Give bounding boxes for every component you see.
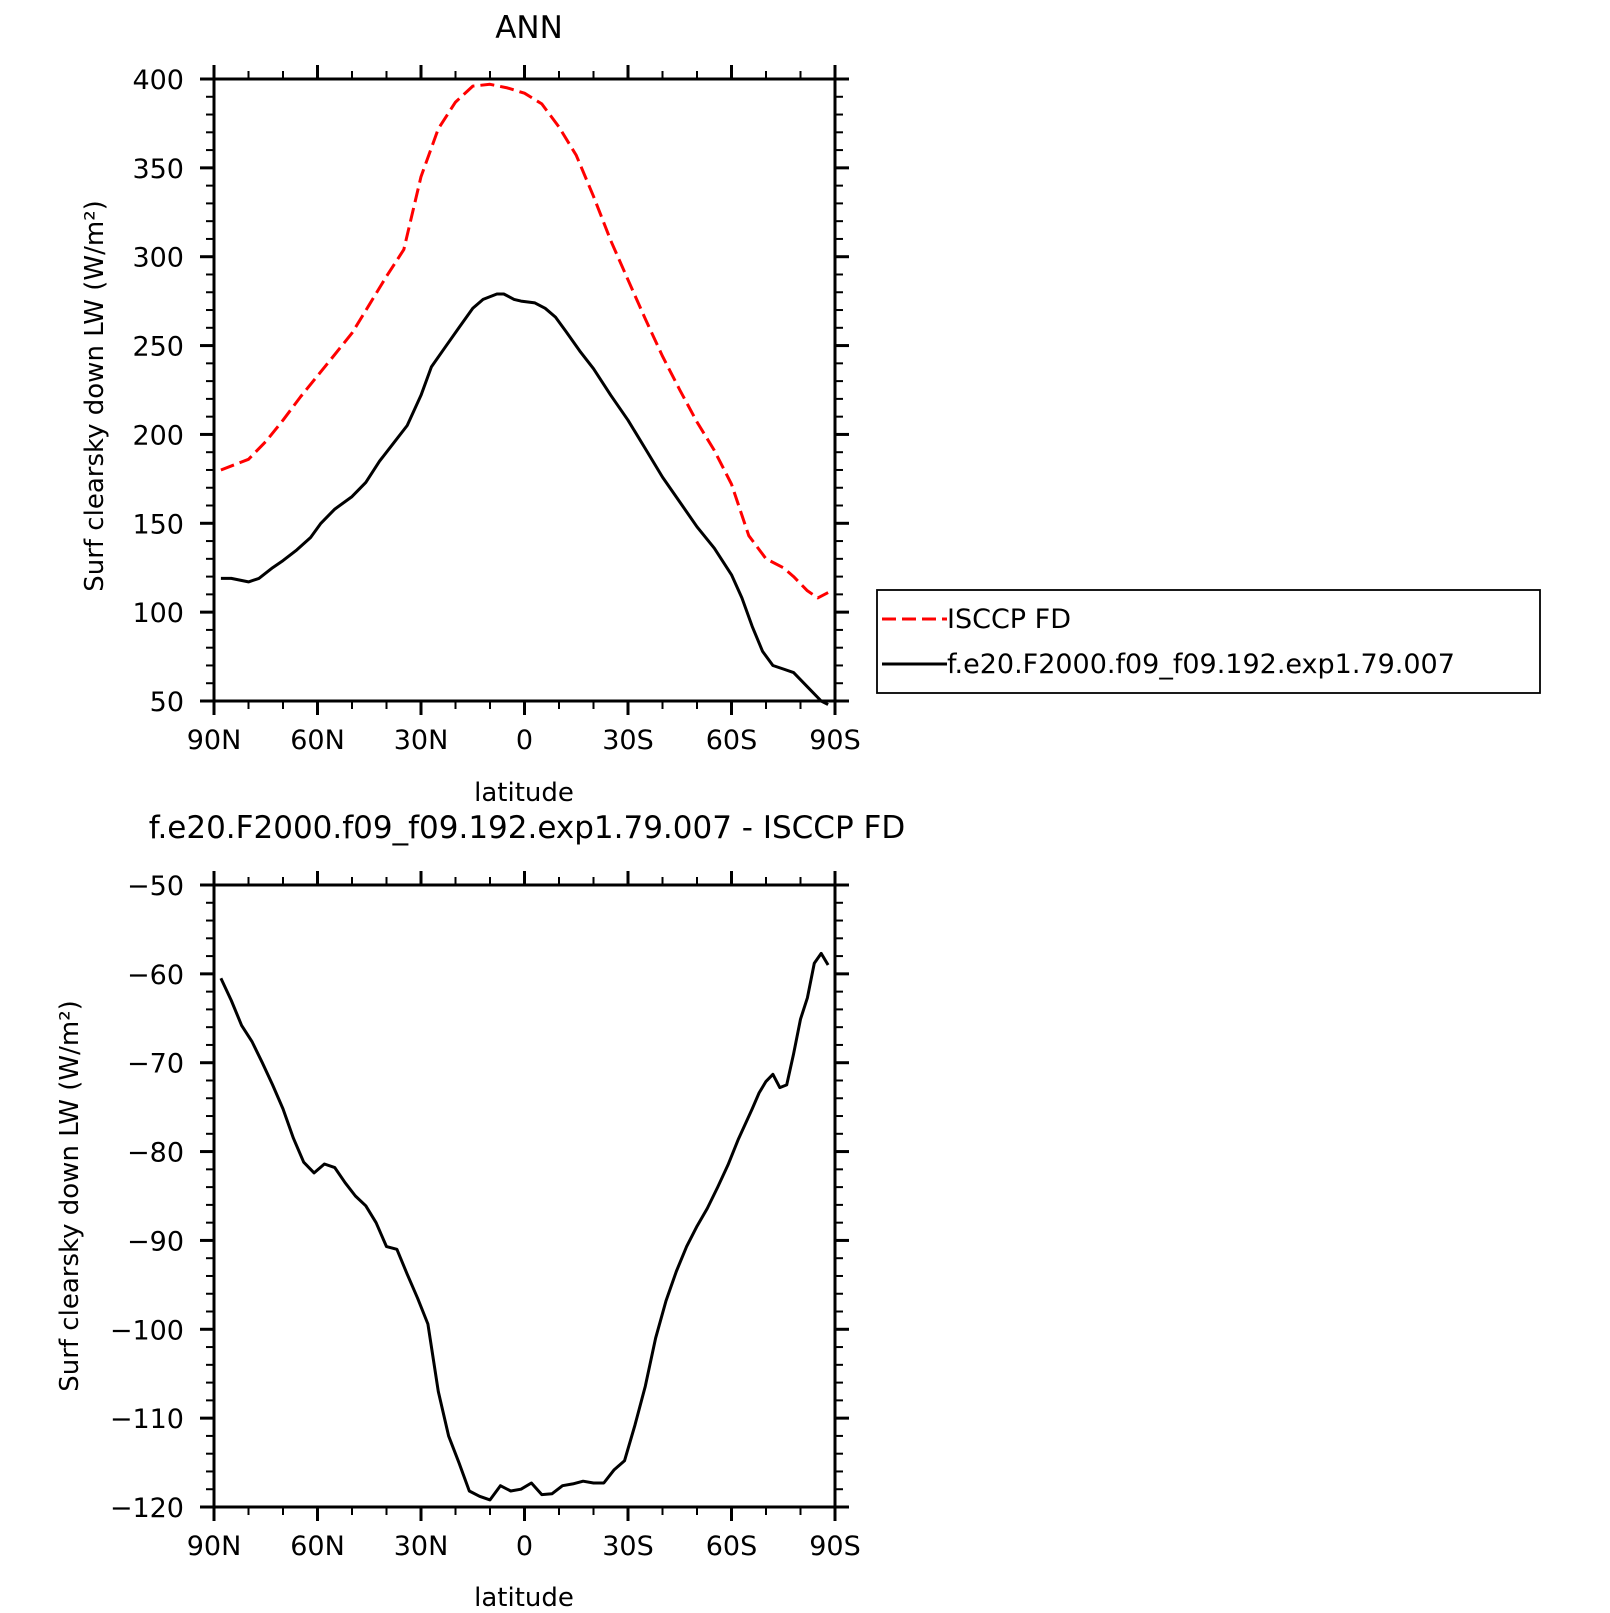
top-y-tick-label: 50 bbox=[150, 687, 184, 718]
bottom-y-tick-label: −120 bbox=[110, 1493, 184, 1524]
bottom-y-tick-label: −60 bbox=[127, 960, 184, 991]
top-y-tick-label: 150 bbox=[132, 509, 184, 540]
top-chart-axes: 90N 60N 30N 0 30S 60S 90S 50 100 150 200 250 300 350 4… bbox=[132, 65, 861, 756]
legend-label-isccp: ISCCP FD bbox=[947, 604, 1071, 635]
top-x-tick-label: 0 bbox=[516, 725, 533, 756]
top-y-tick-label: 300 bbox=[132, 243, 184, 274]
top-y-tick-label: 200 bbox=[132, 420, 184, 451]
top-x-tick-label: 60N bbox=[290, 725, 345, 756]
legend: ISCCP FD f.e20.F2000.f09_f09.192.exp1.79… bbox=[876, 589, 1541, 694]
top-series-line-0 bbox=[220, 82, 829, 600]
top-x-tick-label: 90N bbox=[187, 725, 242, 756]
top-y-axis-label: Surf clearsky down LW (W/m²) bbox=[80, 200, 110, 592]
legend-box bbox=[876, 589, 1541, 694]
top-y-tick-label: 400 bbox=[132, 65, 184, 96]
bottom-x-tick-label: 90N bbox=[187, 1531, 242, 1562]
bottom-y-tick-label: −90 bbox=[127, 1226, 184, 1257]
bottom-chart-title: f.e20.F2000.f09_f09.192.exp1.79.007 - IS… bbox=[149, 810, 905, 846]
top-x-tick-label: 60S bbox=[706, 725, 758, 756]
top-x-axis-label: latitude bbox=[474, 778, 574, 808]
bottom-y-tick-label: −50 bbox=[127, 871, 184, 902]
bottom-x-tick-label: 60N bbox=[290, 1531, 345, 1562]
top-y-tick-label: 250 bbox=[132, 332, 184, 363]
bottom-x-tick-label: 90S bbox=[809, 1531, 861, 1562]
top-chart-title: ANN bbox=[495, 10, 563, 46]
top-x-tick-label: 90S bbox=[809, 725, 861, 756]
bottom-x-tick-label: 0 bbox=[516, 1531, 533, 1562]
bottom-y-tick-label: −70 bbox=[127, 1049, 184, 1080]
top-y-tick-label: 100 bbox=[132, 598, 184, 629]
bottom-x-tick-label: 30N bbox=[394, 1531, 449, 1562]
bottom-y-axis-label: Surf clearsky down LW (W/m²) bbox=[55, 1000, 85, 1392]
bottom-plot-frame bbox=[212, 883, 837, 1509]
legend-label-model: f.e20.F2000.f09_f09.192.exp1.79.007 bbox=[947, 649, 1455, 680]
top-x-tick-label: 30N bbox=[394, 725, 449, 756]
bottom-y-tick-label: −80 bbox=[127, 1138, 184, 1169]
top-chart-lines bbox=[220, 82, 829, 706]
bottom-x-tick-label: 60S bbox=[706, 1531, 758, 1562]
top-series-line-1 bbox=[220, 292, 829, 706]
top-y-tick-label: 350 bbox=[132, 154, 184, 185]
top-x-tick-label: 30S bbox=[602, 725, 654, 756]
bottom-x-tick-label: 30S bbox=[602, 1531, 654, 1562]
bottom-chart-lines bbox=[219, 951, 830, 1502]
bottom-x-axis-label: latitude bbox=[474, 1583, 574, 1613]
bottom-y-tick-label: −100 bbox=[110, 1315, 184, 1346]
bottom-y-tick-label: −110 bbox=[110, 1404, 184, 1435]
bottom-chart-axes: 90N 60N 30N 0 30S 60S 90S −120 −110 −100 −90 −80 −70… bbox=[110, 871, 861, 1562]
bottom-series-line-0 bbox=[219, 951, 830, 1502]
